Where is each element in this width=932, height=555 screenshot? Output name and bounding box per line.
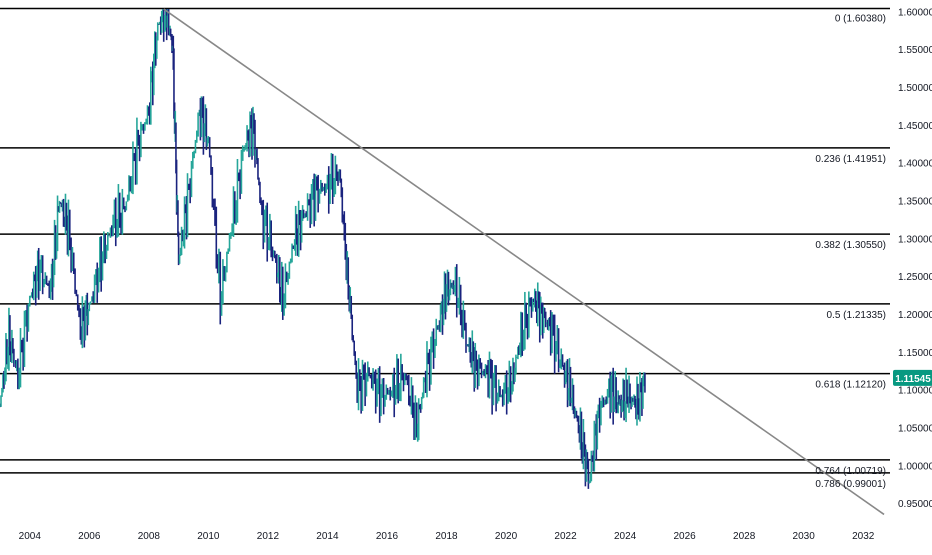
y-tick-label: 1.05000 xyxy=(898,423,932,434)
fib-level-label: 0.618 (1.12120) xyxy=(815,380,886,391)
y-tick-label: 1.60000 xyxy=(898,7,932,18)
x-tick-label: 2032 xyxy=(852,531,875,542)
y-tick-label: 1.30000 xyxy=(898,234,932,245)
y-tick-label: 1.20000 xyxy=(898,310,932,321)
last-price-marker: 1.11545 xyxy=(893,369,932,386)
y-tick-label: 1.50000 xyxy=(898,83,932,94)
fib-retracement-levels xyxy=(0,7,890,474)
trendline-group xyxy=(163,8,885,516)
x-tick-label: 2010 xyxy=(197,531,220,542)
y-tick-label: 1.15000 xyxy=(898,348,932,359)
x-tick-label: 2008 xyxy=(138,531,161,542)
fib-labels: 0 (1.60380) 0.236 (1.41951) 0.382 (1.30550… xyxy=(815,13,886,489)
y-tick-label: 1.35000 xyxy=(898,196,932,207)
x-tick-label: 2028 xyxy=(733,531,756,542)
x-tick-label: 2018 xyxy=(435,531,458,542)
x-tick-label: 2024 xyxy=(614,531,637,542)
price-axis[interactable]: 1.60000 1.55000 1.50000 1.45000 1.40000 1.350… xyxy=(898,7,932,510)
fib-level-label: 0.786 (0.99001) xyxy=(815,479,886,490)
y-tick-label: 1.10000 xyxy=(898,386,932,397)
x-tick-label: 2014 xyxy=(316,531,339,542)
x-tick-label: 2012 xyxy=(257,531,280,542)
trendline[interactable] xyxy=(163,8,885,516)
fib-level-label: 0.236 (1.41951) xyxy=(815,154,886,165)
x-tick-label: 2006 xyxy=(78,531,101,542)
y-tick-label: 1.45000 xyxy=(898,121,932,132)
x-tick-label: 2004 xyxy=(19,531,42,542)
x-tick-label: 2026 xyxy=(673,531,696,542)
time-axis[interactable]: 2004 2006 2008 2010 2012 2014 2016 2018 2020 2022… xyxy=(19,531,875,542)
x-tick-label: 2030 xyxy=(793,531,816,542)
price-bars xyxy=(0,9,646,489)
x-tick-label: 2022 xyxy=(554,531,577,542)
last-price-label: 1.11545 xyxy=(895,374,931,385)
y-tick-label: 1.55000 xyxy=(898,45,932,56)
x-tick-label: 2016 xyxy=(376,531,399,542)
fib-level-label: 0.764 (1.00719) xyxy=(815,466,886,477)
x-tick-label: 2020 xyxy=(495,531,518,542)
y-tick-label: 1.00000 xyxy=(898,461,932,472)
last-price-box xyxy=(893,369,932,386)
y-tick-label: 1.40000 xyxy=(898,159,932,170)
fib-level-label: 0.5 (1.21335) xyxy=(827,310,887,321)
fib-level-label: 0 (1.60380) xyxy=(835,13,886,24)
fib-level-label: 0.382 (1.30550) xyxy=(815,240,886,251)
y-tick-label: 1.25000 xyxy=(898,272,932,283)
y-tick-label: 0.95000 xyxy=(898,499,932,510)
